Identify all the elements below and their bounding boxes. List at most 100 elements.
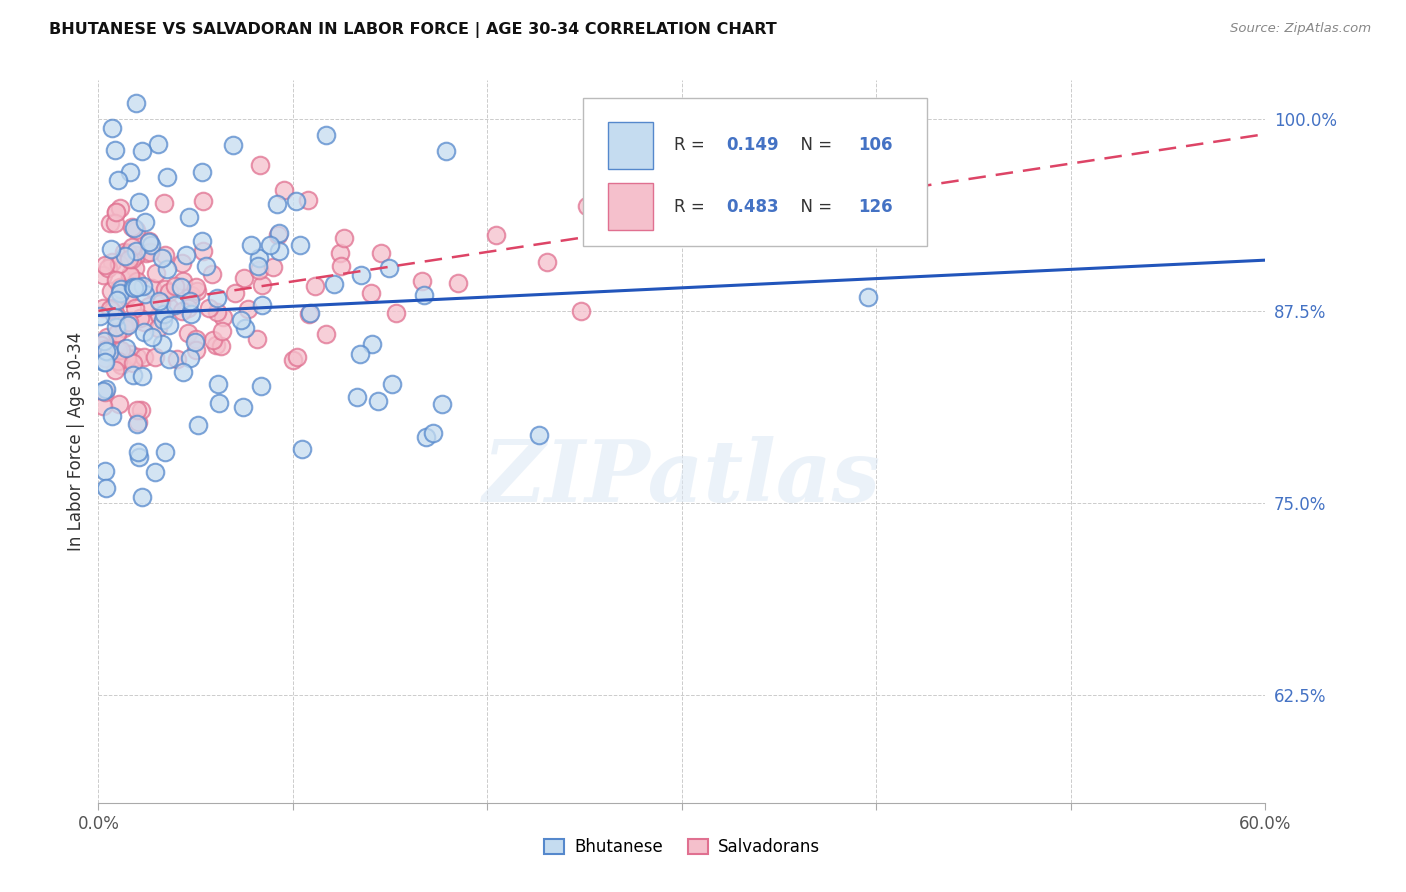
- Point: [120, 165, 142, 179]
- Point: [170, 256, 193, 270]
- Point: [250, 298, 273, 312]
- Point: [381, 377, 404, 392]
- Point: [177, 301, 200, 316]
- Point: [239, 238, 262, 252]
- Point: [249, 158, 271, 172]
- Point: [107, 343, 129, 357]
- Text: N =: N =: [790, 198, 838, 216]
- Point: [127, 444, 149, 458]
- Point: [114, 249, 136, 263]
- Text: N =: N =: [790, 136, 838, 154]
- Point: [186, 343, 208, 358]
- Point: [267, 226, 290, 240]
- Point: [94, 384, 117, 399]
- Point: [205, 291, 228, 305]
- Point: [110, 359, 132, 373]
- Point: [100, 243, 122, 257]
- Point: [315, 326, 337, 341]
- Point: [245, 332, 267, 346]
- Point: [122, 356, 145, 370]
- Point: [138, 234, 160, 248]
- Point: [103, 301, 125, 315]
- Point: [98, 302, 121, 317]
- Point: [434, 144, 457, 158]
- Point: [91, 301, 114, 315]
- Point: [179, 293, 201, 308]
- Point: [94, 342, 117, 356]
- Point: [187, 418, 209, 433]
- Point: [121, 252, 143, 266]
- Point: [250, 277, 273, 292]
- Point: [131, 368, 153, 383]
- Point: [108, 397, 131, 411]
- Point: [233, 270, 256, 285]
- Point: [370, 246, 392, 260]
- Point: [120, 347, 142, 361]
- Point: [134, 286, 156, 301]
- Point: [150, 251, 173, 265]
- Point: [262, 260, 284, 274]
- Point: [152, 313, 174, 327]
- Point: [211, 339, 233, 353]
- Point: [97, 261, 120, 276]
- Text: R =: R =: [673, 198, 710, 216]
- Bar: [609, 122, 652, 169]
- Point: [422, 425, 444, 440]
- Point: [125, 223, 148, 237]
- Point: [170, 304, 193, 318]
- Point: [297, 307, 319, 321]
- Point: [315, 128, 337, 142]
- Point: [156, 169, 179, 184]
- Point: [124, 244, 146, 259]
- Point: [165, 298, 187, 312]
- Point: [104, 205, 127, 219]
- Point: [94, 258, 117, 272]
- Y-axis label: In Labor Force | Age 30-34: In Labor Force | Age 30-34: [66, 332, 84, 551]
- Point: [186, 279, 208, 293]
- Point: [180, 307, 202, 321]
- Point: [222, 138, 245, 153]
- Point: [148, 293, 170, 308]
- Point: [191, 234, 214, 248]
- Point: [367, 393, 389, 408]
- Text: 126: 126: [858, 198, 893, 216]
- Point: [304, 278, 326, 293]
- Point: [100, 284, 122, 298]
- Point: [117, 318, 139, 332]
- Point: [107, 173, 129, 187]
- Point: [157, 285, 180, 300]
- Point: [101, 304, 124, 318]
- Point: [229, 313, 252, 327]
- Point: [134, 325, 156, 339]
- Point: [127, 402, 149, 417]
- Point: [172, 365, 194, 379]
- Point: [183, 335, 205, 350]
- Point: [110, 282, 132, 296]
- Point: [125, 248, 148, 262]
- Point: [127, 415, 149, 429]
- Point: [121, 368, 143, 382]
- Point: [153, 444, 176, 458]
- Point: [157, 318, 180, 332]
- Point: [329, 246, 352, 260]
- Point: [118, 268, 141, 283]
- Point: [96, 330, 118, 344]
- Point: [108, 280, 131, 294]
- Point: [138, 235, 160, 249]
- Point: [290, 238, 312, 252]
- Point: [104, 216, 127, 230]
- Point: [413, 287, 436, 301]
- Point: [145, 266, 167, 280]
- Text: Source: ZipAtlas.com: Source: ZipAtlas.com: [1230, 22, 1371, 36]
- Point: [569, 303, 592, 318]
- Text: BHUTANESE VS SALVADORAN IN LABOR FORCE | AGE 30-34 CORRELATION CHART: BHUTANESE VS SALVADORAN IN LABOR FORCE |…: [49, 22, 778, 38]
- Point: [856, 289, 879, 303]
- Point: [122, 221, 145, 235]
- Point: [132, 279, 155, 293]
- Point: [96, 382, 118, 396]
- Point: [143, 351, 166, 365]
- Point: [94, 344, 117, 359]
- Point: [194, 259, 217, 273]
- Point: [108, 201, 131, 215]
- Point: [193, 244, 215, 258]
